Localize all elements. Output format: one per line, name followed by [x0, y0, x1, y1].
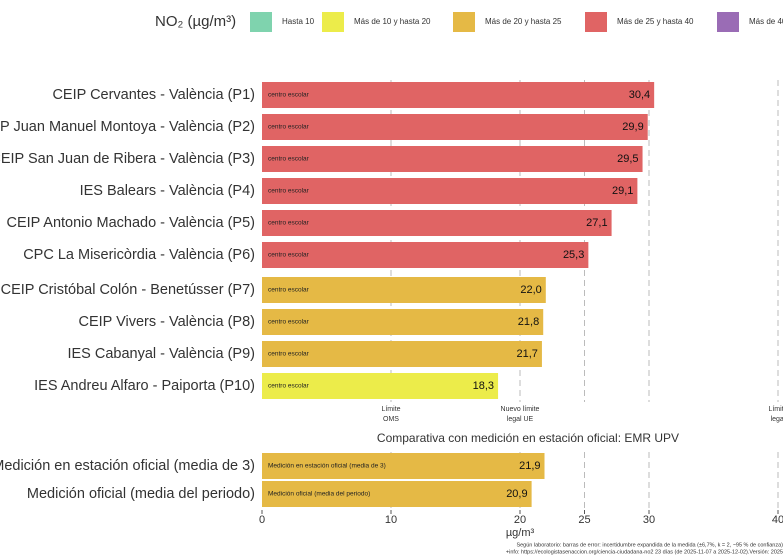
reference-label: Límite [768, 406, 783, 413]
legend-swatch [322, 12, 344, 32]
value-label: 29,5 [617, 153, 638, 165]
bar [262, 242, 589, 268]
bar [262, 481, 532, 507]
legend-swatch [453, 12, 475, 32]
legend-swatch [717, 12, 739, 32]
legend-swatch [585, 12, 607, 32]
bar [262, 453, 545, 479]
footnote: Según laboratorio: barras de error: ince… [516, 542, 783, 548]
bar-text: Medición oficial (media del periodo) [268, 491, 370, 498]
x-tick-label: 10 [385, 514, 397, 526]
bar [262, 178, 638, 204]
category-label: CEIP Cervantes - València (P1) [52, 87, 255, 103]
bar-text: centro escolar [268, 156, 310, 163]
x-tick-label: 25 [578, 514, 590, 526]
bar [262, 114, 648, 140]
legend-label: Hasta 10 [282, 17, 315, 26]
legend-label: Más de 20 y hasta 25 [485, 17, 562, 26]
category-label: Medición oficial (media del periodo) [27, 486, 255, 502]
category-label: IES Cabanyal - València (P9) [67, 346, 255, 362]
legend-swatch [250, 12, 272, 32]
bar-text: Medición en estación oficial (media de 3… [268, 463, 386, 470]
x-tick-label: 20 [514, 514, 526, 526]
value-label: 29,9 [622, 121, 643, 133]
x-tick-label: 0 [259, 514, 265, 526]
category-label: IES Andreu Alfaro - Paiporta (P10) [34, 378, 255, 394]
bar [262, 210, 612, 236]
bar-text: centro escolar [268, 220, 310, 227]
category-label: CEIP Cristóbal Colón - Benetússer (P7) [1, 282, 255, 298]
category-label: CEIP Juan Manuel Montoya - València (P2) [0, 119, 255, 135]
reference-label: legal UE [507, 416, 534, 423]
legend-title: NO₂ (µg/m³) [155, 13, 236, 30]
bar [262, 341, 542, 367]
legend-label: Más de 25 y hasta 40 [617, 17, 694, 26]
bar-text: centro escolar [268, 287, 310, 294]
reference-label: Límite [381, 406, 400, 413]
value-label: 21,7 [517, 348, 538, 360]
bar [262, 146, 643, 172]
value-label: 30,4 [629, 89, 650, 101]
bar-text: centro escolar [268, 319, 310, 326]
panel-title: Comparativa con medición en estación ofi… [377, 431, 679, 445]
value-label: 29,1 [612, 185, 633, 197]
category-label: CEIP San Juan de Ribera - València (P3) [0, 151, 255, 167]
value-label: 22,0 [520, 284, 541, 296]
value-label: 27,1 [586, 217, 607, 229]
category-label: CEIP Antonio Machado - València (P5) [6, 215, 255, 231]
value-label: 25,3 [563, 249, 584, 261]
value-label: 21,8 [518, 316, 539, 328]
bar [262, 373, 499, 399]
bar [262, 277, 546, 303]
bar-text: centro escolar [268, 124, 310, 131]
legend-label: Más de 40 [749, 17, 783, 26]
value-label: 21,9 [519, 460, 540, 472]
footnote: +info: https://ecologistasenaccion.org/c… [506, 549, 783, 555]
bar-text: centro escolar [268, 351, 310, 358]
reference-label: OMS [383, 416, 399, 423]
bar-text: centro escolar [268, 252, 310, 259]
reference-label: legal [771, 416, 783, 423]
bar [262, 309, 544, 335]
x-tick-label: 30 [643, 514, 655, 526]
reference-label: Nuevo límite [501, 406, 540, 413]
bar-text: centro escolar [268, 188, 310, 195]
x-tick-label: 40 [772, 514, 783, 526]
bar-text: centro escolar [268, 383, 310, 390]
bar-text: centro escolar [268, 92, 310, 99]
category-label: IES Balears - València (P4) [80, 183, 255, 199]
category-label: CEIP Vivers - València (P8) [79, 314, 256, 330]
category-label: CPC La Misericòrdia - València (P6) [23, 247, 255, 263]
bar [262, 82, 655, 108]
category-label: Medición en estación oficial (media de 3… [0, 458, 255, 474]
value-label: 18,3 [473, 380, 494, 392]
x-axis-label: µg/m³ [506, 527, 535, 539]
value-label: 20,9 [506, 488, 527, 500]
legend-label: Más de 10 y hasta 20 [354, 17, 431, 26]
